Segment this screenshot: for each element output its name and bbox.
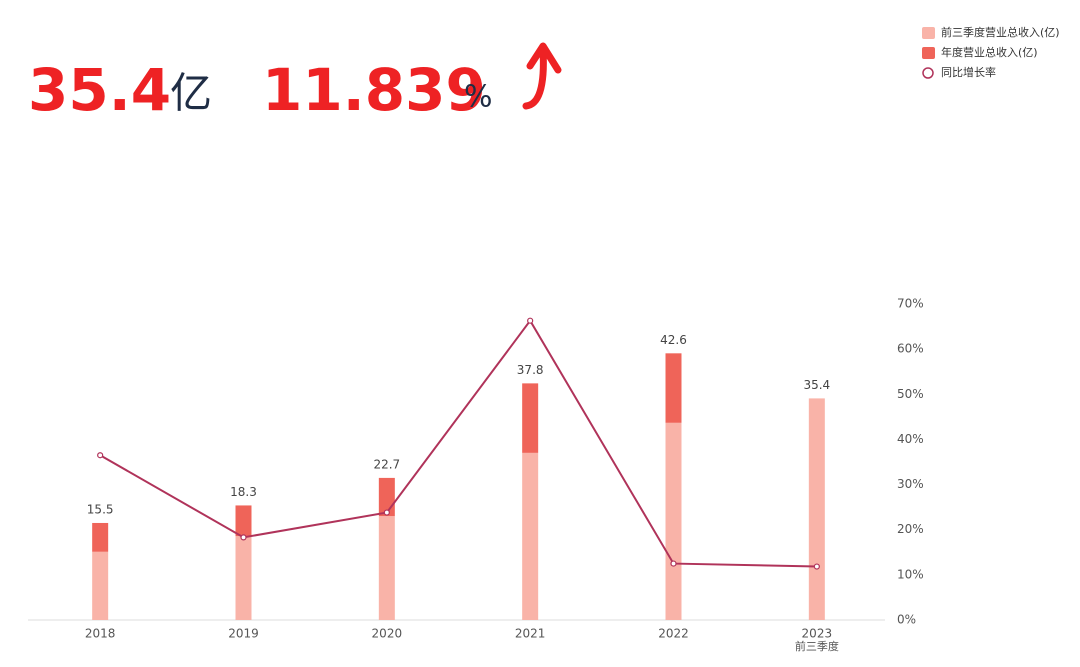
legend-swatch bbox=[922, 67, 934, 79]
header-unit: 亿 bbox=[170, 69, 212, 118]
bar-segment bbox=[665, 353, 682, 423]
bar-segment bbox=[665, 422, 682, 620]
line-point bbox=[383, 509, 390, 516]
line-point bbox=[97, 452, 104, 459]
x-tick-label: 2021 bbox=[515, 627, 546, 641]
y2-tick-label: 50% bbox=[897, 387, 924, 401]
line-point bbox=[527, 317, 534, 324]
bar-segment bbox=[235, 505, 252, 537]
total-label: 18.3 bbox=[230, 485, 257, 499]
legend-label: 前三季度营业总收入(亿) bbox=[941, 25, 1060, 39]
y2-tick-label: 10% bbox=[897, 567, 924, 581]
x-tick-label: 2018 bbox=[85, 627, 116, 641]
legend-swatch bbox=[922, 47, 935, 59]
bar-segment bbox=[808, 398, 825, 620]
line-point bbox=[240, 534, 247, 541]
y2-tick-label: 30% bbox=[897, 477, 924, 491]
legend-label: 年度营业总收入(亿) bbox=[941, 45, 1038, 59]
x-tick-label: 2023 bbox=[802, 627, 833, 641]
x-tick-sublabel: 前三季度 bbox=[795, 639, 839, 653]
up-arrow bbox=[522, 42, 562, 110]
x-tick-label: 2019 bbox=[228, 627, 259, 641]
total-label: 15.5 bbox=[87, 502, 114, 516]
header-value: 35.4 bbox=[28, 56, 171, 124]
legend-label: 同比增长率 bbox=[941, 65, 996, 79]
x-tick-label: 2022 bbox=[658, 627, 689, 641]
bar-segment bbox=[92, 551, 109, 620]
bar-segment bbox=[235, 536, 252, 620]
x-tick-label: 2020 bbox=[372, 627, 403, 641]
total-label: 22.7 bbox=[373, 457, 400, 471]
total-label: 42.6 bbox=[660, 333, 687, 347]
y2-tick-label: 0% bbox=[897, 613, 916, 627]
line-series bbox=[99, 318, 817, 568]
line-point bbox=[813, 563, 820, 570]
bar-segment bbox=[522, 452, 539, 620]
y2-tick-label: 20% bbox=[897, 522, 924, 536]
bar-segment bbox=[522, 383, 539, 453]
y2-tick-label: 70% bbox=[897, 297, 924, 311]
header-growth: 11.839 bbox=[262, 56, 486, 124]
total-label: 37.8 bbox=[517, 363, 544, 377]
line-point bbox=[670, 560, 677, 567]
total-label: 35.4 bbox=[803, 378, 830, 392]
legend-swatch bbox=[922, 27, 935, 39]
y2-tick-label: 40% bbox=[897, 432, 924, 446]
bar-segment bbox=[92, 522, 109, 552]
header-growth-unit: % bbox=[464, 80, 493, 115]
y2-tick-label: 60% bbox=[897, 342, 924, 356]
bar-segment bbox=[378, 516, 395, 620]
